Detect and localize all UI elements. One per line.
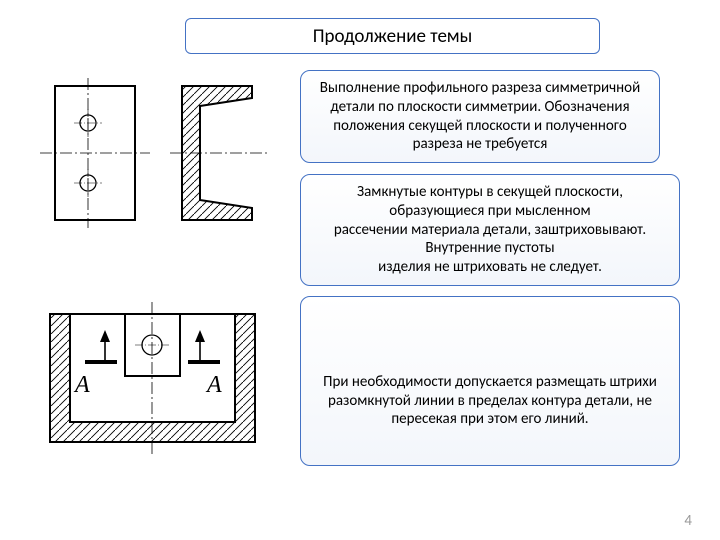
diagram-front-view — [40, 78, 150, 228]
info-2-l5: изделия не штриховать не следует. — [319, 258, 661, 277]
title-box: Продолжение темы — [185, 18, 600, 54]
title-text: Продолжение темы — [313, 25, 473, 48]
info-1-text: Выполнение профильного разреза симметрич… — [320, 79, 640, 153]
info-3-text: При необходимости допускается размещать … — [323, 373, 657, 429]
diagram-top-view: А А — [35, 302, 270, 457]
diagram-profile-section — [170, 78, 270, 228]
info-box-1: Выполнение профильного разреза симметрич… — [300, 70, 660, 163]
info-2-l3: рассечении материала детали, заштриховыв… — [319, 221, 661, 240]
info-box-3: При необходимости допускается размещать … — [300, 296, 680, 466]
info-box-2: Замкнутые контуры в секущей плоскости, о… — [300, 174, 680, 286]
info-2-l2: образующиеся при мысленном — [319, 202, 661, 221]
info-2-l1: Замкнутые контуры в секущей плоскости, — [319, 183, 661, 202]
page-number: 4 — [684, 512, 692, 530]
section-label-left: А — [75, 372, 90, 399]
info-2-l4: Внутренние пустоты — [319, 239, 661, 258]
section-label-right: А — [207, 372, 222, 399]
